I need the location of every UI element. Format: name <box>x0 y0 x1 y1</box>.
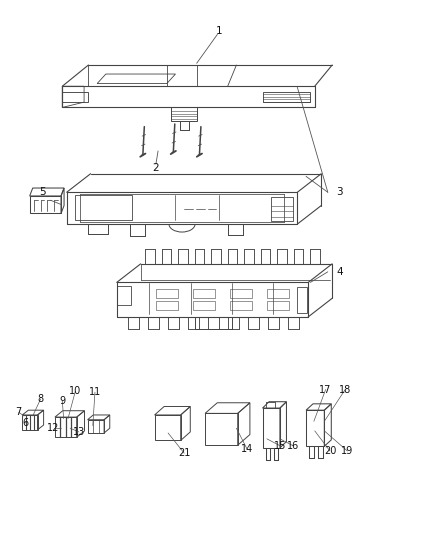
Text: 16: 16 <box>287 441 299 451</box>
Text: 15: 15 <box>274 441 286 451</box>
Text: 18: 18 <box>339 384 351 394</box>
Text: 11: 11 <box>89 387 101 397</box>
Text: 19: 19 <box>341 446 353 456</box>
Text: 21: 21 <box>178 448 191 458</box>
Text: 3: 3 <box>336 187 343 197</box>
Text: 8: 8 <box>38 394 44 404</box>
Text: 7: 7 <box>16 407 22 417</box>
Text: 10: 10 <box>69 386 81 396</box>
Text: 17: 17 <box>319 384 332 394</box>
Text: 14: 14 <box>241 445 254 455</box>
Text: 1: 1 <box>215 26 223 36</box>
Text: 4: 4 <box>336 267 343 277</box>
Text: 6: 6 <box>22 418 28 428</box>
Text: 12: 12 <box>47 423 60 433</box>
Text: 2: 2 <box>152 164 159 173</box>
Text: 20: 20 <box>324 446 336 456</box>
Text: 13: 13 <box>73 427 85 437</box>
Text: 5: 5 <box>39 187 46 197</box>
Text: 9: 9 <box>59 395 65 406</box>
